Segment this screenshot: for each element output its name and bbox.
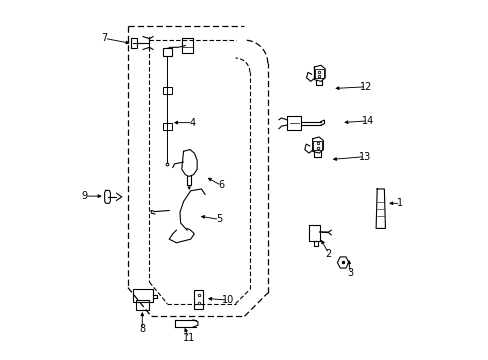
Text: 10: 10 <box>222 295 234 305</box>
Bar <box>163 123 172 130</box>
Bar <box>194 291 203 309</box>
Text: 3: 3 <box>346 268 353 278</box>
Text: 9: 9 <box>81 191 88 201</box>
Text: 7: 7 <box>102 33 107 43</box>
Text: 4: 4 <box>189 118 195 128</box>
Text: 13: 13 <box>358 152 370 162</box>
Text: 6: 6 <box>218 180 224 190</box>
Text: 11: 11 <box>183 333 195 343</box>
Bar <box>133 289 153 302</box>
Bar <box>163 87 172 94</box>
Bar <box>163 48 171 56</box>
Bar <box>313 140 322 149</box>
Text: 2: 2 <box>325 248 331 258</box>
Bar <box>182 39 192 53</box>
Bar <box>286 116 301 130</box>
Bar <box>131 38 137 48</box>
Text: 8: 8 <box>139 324 145 334</box>
Text: 1: 1 <box>397 198 403 208</box>
Text: 14: 14 <box>361 116 374 126</box>
Text: 5: 5 <box>216 215 222 224</box>
Text: 12: 12 <box>360 82 372 92</box>
Bar <box>314 69 324 78</box>
Bar <box>136 300 149 310</box>
